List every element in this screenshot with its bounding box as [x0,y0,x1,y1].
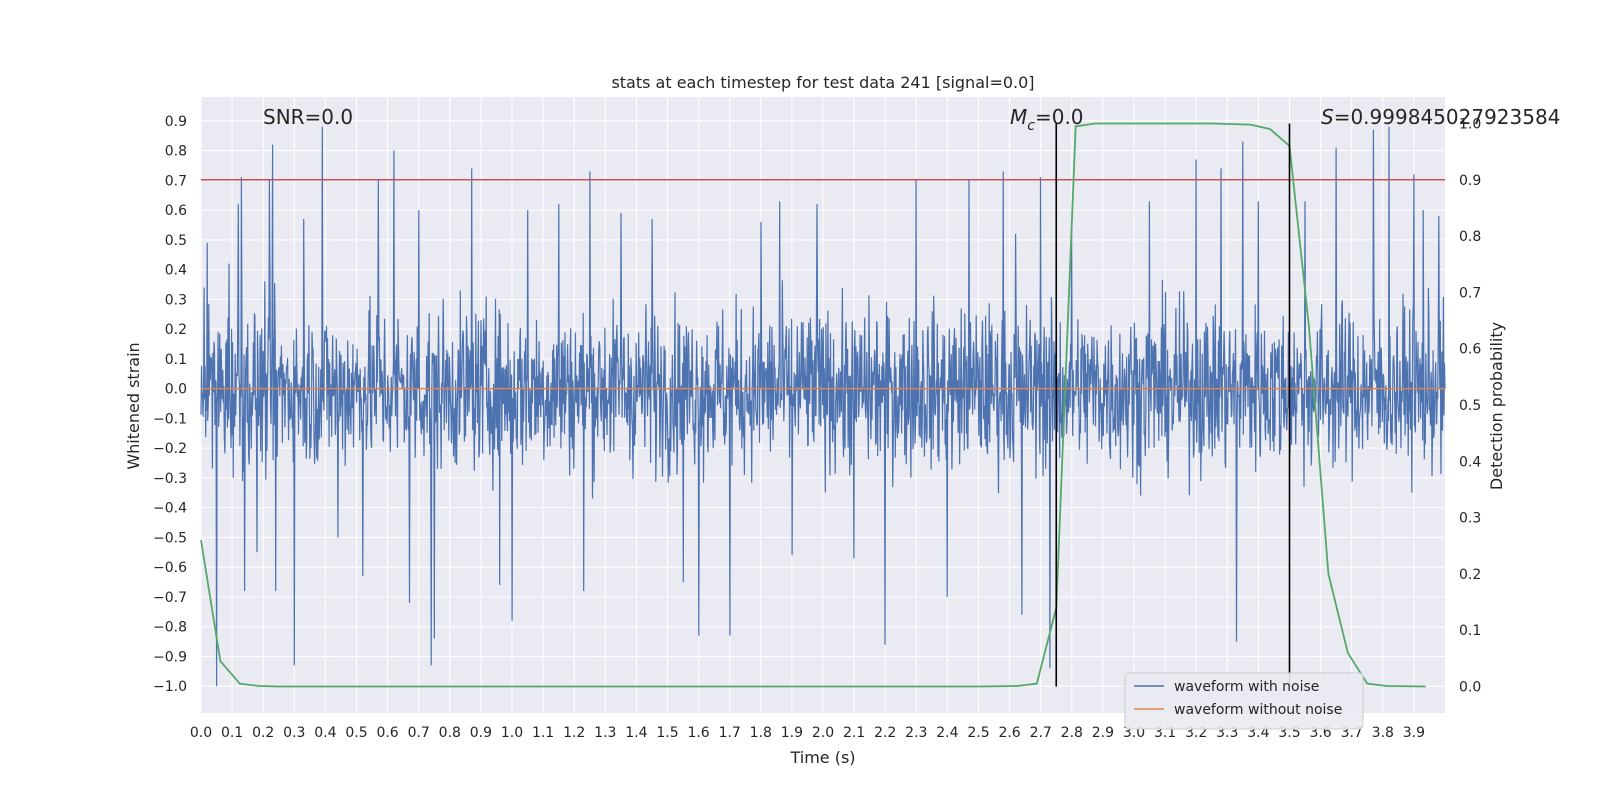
y2-tick-label: 0.9 [1459,173,1481,189]
snr-annotation: SNR=0.0 [263,105,353,129]
x-tick-label: 0.8 [439,725,461,741]
mc-value: =0.0 [1035,105,1084,129]
x-tick-label: 0.9 [470,725,492,741]
x-tick-label: 1.0 [501,725,523,741]
y-tick-label: 0.9 [165,114,187,130]
x-tick-label: 2.6 [998,725,1020,741]
y2-tick-label: 1.0 [1459,116,1481,132]
x-tick-label: 3.9 [1403,725,1425,741]
x-tick-label: 0.3 [283,725,305,741]
y-axis-label: Whitened strain [124,342,143,469]
x-tick-label: 1.7 [719,725,741,741]
y-tick-label: −0.9 [153,649,187,665]
y2-tick-label: 0.2 [1459,567,1481,583]
y-tick-label: 0.1 [165,352,187,368]
mc-annotation: Mc=0.0 [1010,105,1084,134]
legend: waveform with noise waveform without noi… [1124,672,1364,730]
x-tick-label: 2.4 [936,725,958,741]
y-tick-label: −0.4 [153,501,187,517]
mc-subscript: c [1027,118,1035,134]
x-tick-label: 1.2 [563,725,585,741]
x-tick-label: 2.5 [967,725,989,741]
y2-tick-label: 0.5 [1459,398,1481,414]
y-tick-label: 0.4 [165,263,187,279]
y-tick-label: −0.5 [153,530,187,546]
y2-tick-label: 0.1 [1459,623,1481,639]
y2-tick-label: 0.3 [1459,511,1481,527]
x-tick-label: 1.8 [750,725,772,741]
x-tick-label: 2.0 [812,725,834,741]
y-tick-label: −0.8 [153,620,187,636]
y2-tick-label: 0.7 [1459,285,1481,301]
y-tick-label: 0.5 [165,233,187,249]
s-symbol: S [1321,105,1334,129]
x-tick-label: 0.6 [376,725,398,741]
y-tick-label: −0.6 [153,560,187,576]
x-tick-label: 1.4 [625,725,647,741]
x-tick-label: 2.3 [905,725,927,741]
x-tick-label: 0.0 [190,725,212,741]
y2-axis-label: Detection probability [1487,322,1506,490]
y-tick-label: −0.1 [153,411,187,427]
x-tick-label: 1.5 [656,725,678,741]
mc-symbol: M [1010,105,1027,129]
y-tick-label: 0.2 [165,322,187,338]
x-tick-label: 0.7 [408,725,430,741]
legend-box [1124,672,1364,730]
s-annotation: S=0.999845027923584 [1321,105,1560,129]
legend-label-noise: waveform with noise [1174,679,1319,695]
x-tick-label: 0.1 [221,725,243,741]
y2-tick-label: 0.6 [1459,342,1481,358]
y-tick-label: −0.3 [153,471,187,487]
x-tick-label: 1.3 [594,725,616,741]
series-line-waveform-with-noise [200,126,1446,687]
y2-tick-label: 0.4 [1459,454,1481,470]
s-value: =0.999845027923584 [1334,105,1561,129]
y-tick-label: 0.6 [165,203,187,219]
series-line-detection-probability [200,122,1426,688]
y-tick-label: −0.7 [153,590,187,606]
x-tick-label: 0.5 [345,725,367,741]
y-tick-label: 0.3 [165,292,187,308]
x-tick-label: 1.6 [687,725,709,741]
y-tick-label: −1.0 [153,679,187,695]
x-axis-label: Time (s) [789,748,855,767]
y-tick-label: 0.8 [165,144,187,160]
y-axis-left: 0.9 0.8 0.7 0.6 0.5 0.4 0.3 0.2 0.1 0.0 −0.1 −0.2 −0… [153,114,187,695]
x-tick-label: 1.1 [532,725,554,741]
x-tick-label: 3.8 [1372,725,1394,741]
y-tick-label: −0.2 [153,441,187,457]
x-tick-label: 1.9 [781,725,803,741]
x-tick-label: 0.2 [252,725,274,741]
y-axis-right: 1.0 0.9 0.8 0.7 0.6 0.5 0.4 0.3 0.2 0.1 0.0 [1459,116,1481,695]
y2-tick-label: 0.0 [1459,680,1481,696]
x-tick-label: 2.1 [843,725,865,741]
y-tick-label: 0.0 [165,382,187,398]
legend-label-clean: waveform without noise [1174,702,1342,718]
x-tick-label: 2.7 [1030,725,1052,741]
x-tick-label: 0.4 [314,725,336,741]
chart-title: stats at each timestep for test data 241… [611,73,1034,92]
plot-area [200,122,1446,688]
y-tick-label: 0.7 [165,173,187,189]
x-tick-label: 2.2 [874,725,896,741]
x-tick-label: 2.9 [1092,725,1114,741]
y2-tick-label: 0.8 [1459,229,1481,245]
x-tick-label: 2.8 [1061,725,1083,741]
